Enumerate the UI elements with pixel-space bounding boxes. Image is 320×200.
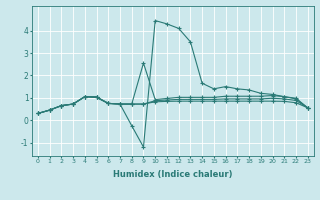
X-axis label: Humidex (Indice chaleur): Humidex (Indice chaleur) [113, 170, 233, 179]
